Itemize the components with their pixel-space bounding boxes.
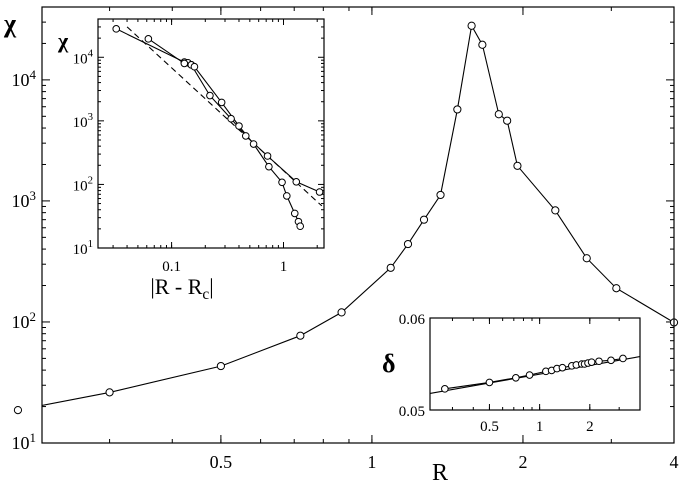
data-point: [105, 388, 114, 397]
data-point: [587, 358, 596, 366]
data-point: [283, 192, 291, 200]
x-tick-label: 2: [518, 452, 527, 472]
data-point: [278, 178, 286, 187]
data-point: [315, 188, 324, 196]
main-frame: [41, 6, 675, 444]
data-point: [290, 209, 299, 218]
data-point: [180, 59, 189, 68]
y-tick-label: 104: [73, 47, 94, 67]
x-tick-label: 1: [536, 419, 544, 435]
data-point: [403, 239, 413, 249]
x-tick-label: 0.5: [480, 419, 499, 435]
y-tick-label: 0.06: [399, 312, 426, 328]
data-point: [478, 40, 487, 49]
inset-top-left-background: [98, 19, 324, 248]
x-tick-label: 1: [280, 259, 288, 275]
inset-bottom-right-background: [430, 318, 640, 410]
data-point: [619, 354, 627, 363]
x-tick-label: 2: [586, 419, 594, 435]
data-point: [217, 98, 226, 107]
data-point: [441, 385, 449, 393]
data-point: [419, 215, 429, 224]
data-point: [296, 222, 305, 231]
inset-top-left-frame: [97, 18, 325, 249]
data-point: [296, 331, 305, 340]
data-point: [494, 110, 503, 119]
data-point: [13, 405, 23, 415]
data-point: [595, 357, 603, 366]
x-tick-label: 0.1: [162, 259, 181, 275]
data-point: [485, 378, 494, 387]
data-point: [190, 62, 199, 71]
y-tick-label: 101: [73, 238, 93, 258]
data-point: [292, 177, 301, 186]
data-point: [227, 114, 235, 123]
data-point: [503, 116, 512, 125]
x-tick-label: 4: [670, 452, 679, 472]
data-point: [513, 161, 522, 170]
x-tick-label: 0.5: [210, 452, 233, 472]
data-point: [467, 21, 476, 30]
y-axis-label: χ: [57, 28, 69, 53]
data-point: [216, 361, 225, 371]
data-point: [241, 132, 250, 140]
data-point: [612, 284, 621, 293]
data-point: [263, 152, 272, 160]
data-point: [525, 371, 534, 379]
y-tick-label: 101: [12, 430, 36, 453]
data-point: [235, 122, 243, 130]
data-point: [453, 105, 462, 114]
y-tick-label: 102: [12, 309, 36, 332]
data-point: [512, 374, 520, 382]
y-tick-label: 103: [12, 188, 36, 211]
y-axis-label: χ: [3, 9, 17, 38]
data-point: [112, 25, 121, 33]
data-point: [436, 190, 445, 200]
data-point: [607, 356, 615, 365]
data-point: [249, 140, 258, 148]
y-tick-label: 103: [73, 111, 93, 131]
inset-bottom-right-panel: 0.5 1 2 0.05 0.06 δ: [382, 312, 641, 435]
data-point: [582, 254, 591, 263]
y-tick-label: 0.05: [399, 404, 425, 420]
y-tick-label: 104: [12, 67, 37, 90]
series-line: [126, 26, 323, 207]
x-axis-label: |R - Rc|: [150, 274, 213, 303]
y-axis-label: δ: [382, 349, 396, 378]
data-point: [386, 263, 395, 272]
data-point: [558, 363, 567, 372]
x-axis-label: R: [432, 460, 448, 485]
inset-bottom-right-frame: [429, 317, 641, 411]
data-point: [144, 35, 153, 43]
series-line: [430, 356, 640, 394]
x-tick-label: 1: [367, 452, 376, 472]
data-point: [337, 308, 346, 317]
data-point: [265, 162, 273, 171]
data-point: [206, 91, 214, 100]
data-point: [551, 206, 560, 215]
y-tick-label: 102: [73, 174, 93, 194]
